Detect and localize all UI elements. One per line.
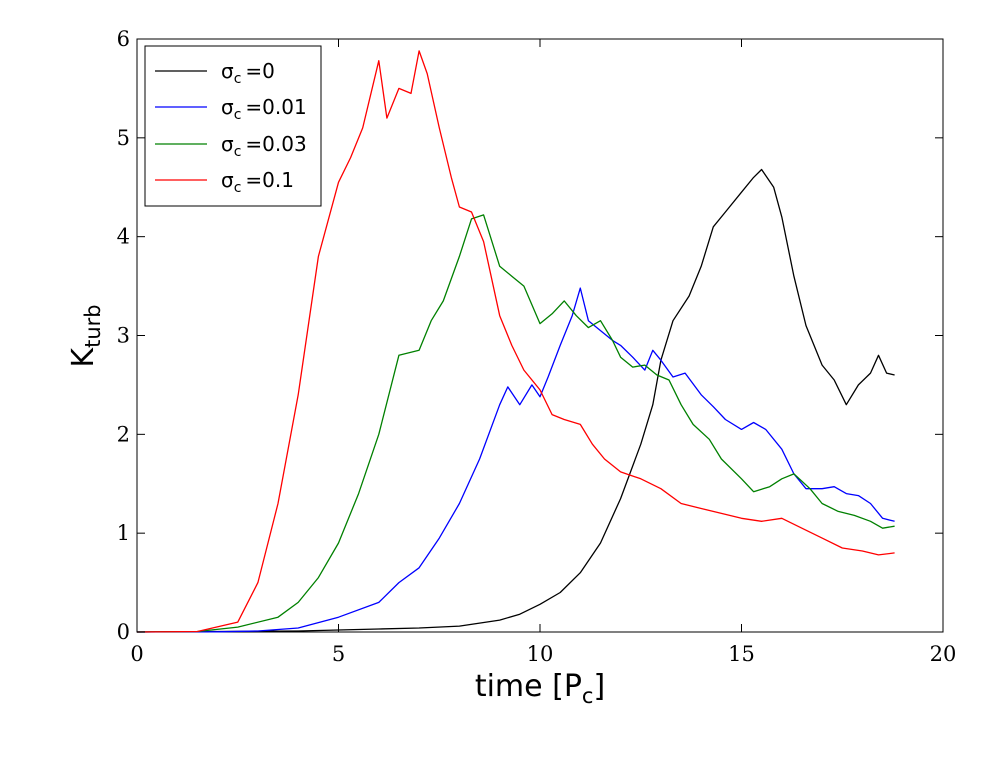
legend: σc =0 σc =0.01 σc =0.03 σc =0.1 (144, 45, 322, 207)
x-tick-label: 5 (332, 642, 345, 666)
x-tick-label: 0 (130, 642, 143, 666)
y-axis-label: Kturb (66, 304, 105, 367)
x-tick-label: 10 (527, 642, 554, 666)
legend-entry: σc =0.1 (155, 168, 294, 196)
legend-entry: σc =0.03 (155, 132, 307, 160)
y-tick-label: 4 (117, 225, 130, 249)
y-tick-label: 5 (117, 126, 130, 150)
legend-entry: σc =0.01 (155, 95, 307, 123)
legend-box (144, 45, 322, 207)
x-tick-label: 15 (728, 642, 755, 666)
tick-layer: 0 5 10 15 20 0 1 2 3 4 5 6 (117, 27, 957, 666)
legend-label: σc =0.01 (221, 95, 307, 123)
y-tick-label: 3 (117, 324, 130, 348)
series-line-0 (136, 168, 895, 633)
legend-label: σc =0.1 (221, 168, 294, 196)
series-layer (136, 50, 895, 633)
series-line-3 (136, 50, 895, 633)
x-tick-label: 20 (930, 642, 957, 666)
legend-entry: σc =0 (155, 59, 275, 87)
series-line-2 (136, 214, 895, 633)
x-axis-label: time [Pc] (475, 669, 605, 708)
y-tick-label: 0 (117, 620, 130, 644)
y-tick-label: 1 (117, 521, 130, 545)
y-tick-label: 2 (117, 422, 130, 446)
legend-label: σc =0 (221, 59, 275, 87)
legend-label: σc =0.03 (221, 132, 307, 160)
series-line-1 (136, 287, 895, 633)
y-tick-label: 6 (117, 27, 130, 51)
